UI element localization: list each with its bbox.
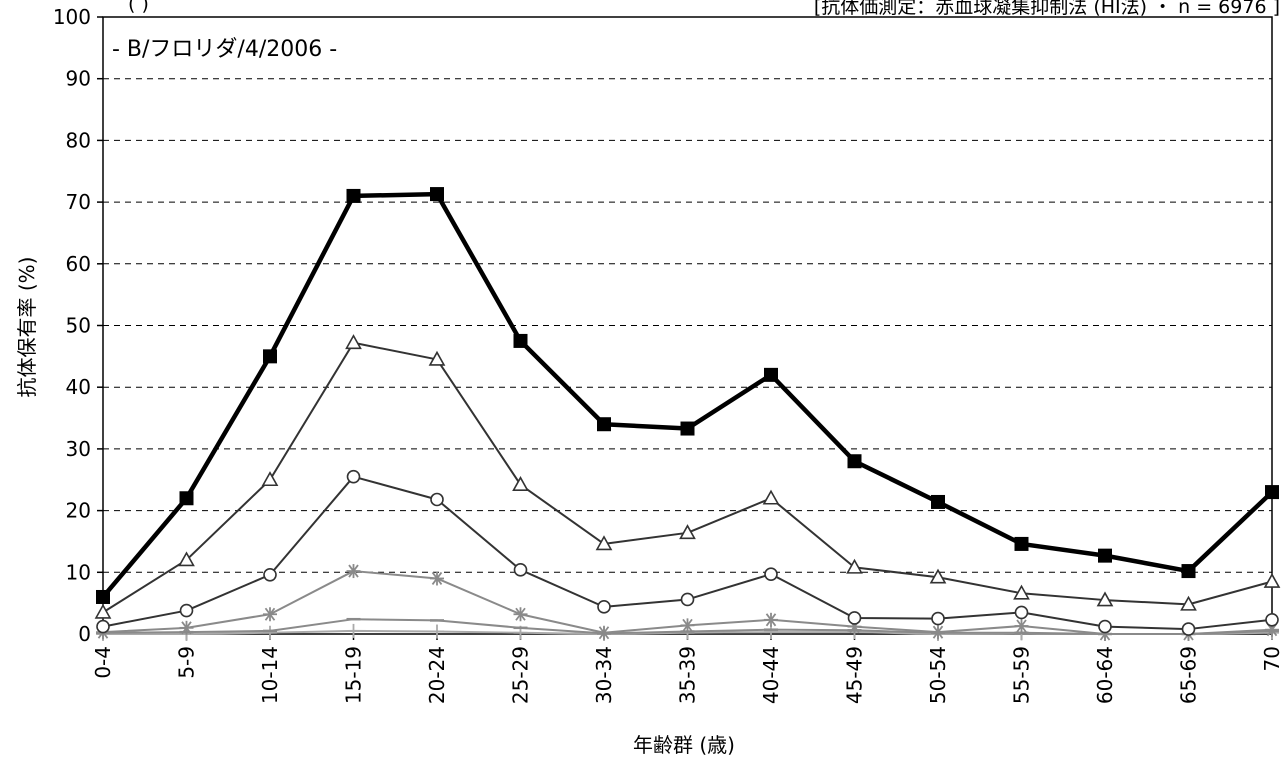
- y-tick-label: 90: [66, 67, 91, 91]
- data-point: [1181, 564, 1196, 579]
- gridlines: [103, 78, 1272, 573]
- data-point: [597, 600, 611, 614]
- x-tick-label: 20-24: [425, 646, 449, 704]
- y-tick-label: 50: [66, 314, 91, 338]
- data-point: [1014, 536, 1029, 551]
- y-tick-label: 60: [66, 252, 91, 276]
- header-right-note: [抗体価測定：赤血球凝集抑制法 (HI法) ・ n = 6976 ]: [814, 0, 1280, 18]
- data-point: [764, 625, 778, 640]
- data-point: [512, 476, 529, 491]
- data-point: [263, 567, 277, 582]
- data-point: [1181, 622, 1196, 636]
- data-point: [1014, 618, 1029, 633]
- data-point: [931, 625, 945, 640]
- x-tick-label: 5-9: [175, 646, 199, 679]
- data-point: [1013, 584, 1030, 600]
- y-axis-title: 抗体保有率 (%): [15, 257, 39, 398]
- data-point: [96, 619, 110, 634]
- data-point: [846, 558, 863, 574]
- data-point: [513, 607, 528, 622]
- data-point: [1265, 613, 1279, 627]
- data-point: [764, 367, 778, 382]
- x-tick-label: 25-29: [509, 646, 533, 704]
- y-tick-label: 10: [66, 560, 91, 584]
- data-point: [345, 334, 362, 350]
- data-point: [680, 592, 695, 607]
- y-tick-label: 70: [66, 190, 91, 214]
- data-point: [179, 620, 194, 635]
- data-point: [1098, 548, 1112, 563]
- x-tick-label: 60-64: [1093, 646, 1117, 704]
- data-point: [94, 603, 112, 619]
- x-tick-label: 15-19: [342, 646, 366, 704]
- data-point: [764, 567, 778, 581]
- data-point: [346, 623, 361, 638]
- data-point: [847, 611, 862, 625]
- data-point: [931, 494, 945, 509]
- y-tick-label: 40: [66, 375, 91, 399]
- y-tick-label: 100: [53, 5, 91, 29]
- x-axis: 0-4 5-9 10-14 15-19 20-24 25-29 30-34 35-39 40-4…: [91, 634, 1284, 704]
- data-point: [847, 454, 862, 469]
- data-point: [430, 624, 444, 639]
- data-point: [179, 603, 194, 618]
- data-point: [679, 524, 696, 540]
- header-left-note: ( ): [128, 0, 149, 15]
- data-point: [513, 563, 528, 577]
- data-point: [261, 471, 279, 487]
- x-tick-label: 30-34: [592, 646, 616, 704]
- data-point: [430, 571, 444, 586]
- data-point: [1265, 485, 1279, 500]
- y-tick-label: 80: [66, 128, 91, 152]
- x-tick-label: 35-39: [676, 646, 700, 704]
- x-tick-label: 0-4: [91, 646, 115, 679]
- data-point: [178, 551, 195, 567]
- series-1: [96, 187, 1279, 604]
- data-point: [346, 469, 361, 484]
- data-point: [597, 625, 611, 640]
- data-point: [595, 535, 613, 551]
- data-point: [931, 611, 945, 626]
- series-group: [94, 187, 1281, 641]
- data-point: [764, 612, 778, 627]
- data-point: [513, 333, 528, 348]
- y-tick-label: 30: [66, 437, 91, 461]
- y-axis: 0 10 20 30 40 50 60 70 80 90 100: [53, 5, 103, 646]
- data-point: [263, 607, 277, 622]
- data-point: [1180, 595, 1197, 611]
- data-point: [597, 417, 611, 432]
- x-tick-label: 40-44: [759, 646, 783, 704]
- series-3: [96, 469, 1279, 636]
- data-point: [430, 187, 444, 202]
- data-point: [263, 349, 277, 364]
- data-point: [680, 618, 695, 633]
- data-point: [1098, 619, 1112, 634]
- y-tick-label: 20: [66, 499, 91, 523]
- x-tick-label: 45-49: [843, 646, 867, 704]
- x-tick-label: 65-69: [1177, 646, 1201, 704]
- data-point: [346, 188, 361, 203]
- data-point: [1096, 591, 1114, 607]
- data-point: [428, 350, 446, 366]
- data-point: [430, 492, 444, 507]
- data-point: [762, 489, 780, 505]
- data-point: [346, 564, 361, 579]
- x-axis-title: 年齢群 (歳): [633, 733, 735, 757]
- x-tick-label: 70: [1260, 646, 1284, 671]
- series-2: [94, 334, 1281, 619]
- data-point: [96, 589, 110, 604]
- data-point: [263, 625, 277, 640]
- data-point: [1014, 605, 1029, 620]
- data-point: [929, 568, 947, 584]
- chart-annotation: - B/フロリダ/4/2006 -: [112, 37, 337, 62]
- data-point: [680, 421, 695, 436]
- series-4: [96, 564, 1279, 641]
- data-point: [179, 491, 194, 506]
- y-tick-label: 0: [78, 622, 91, 646]
- x-tick-label: 10-14: [258, 646, 282, 704]
- data-point: [1263, 572, 1281, 588]
- x-tick-label: 55-59: [1010, 646, 1034, 704]
- x-tick-label: 50-54: [926, 646, 950, 704]
